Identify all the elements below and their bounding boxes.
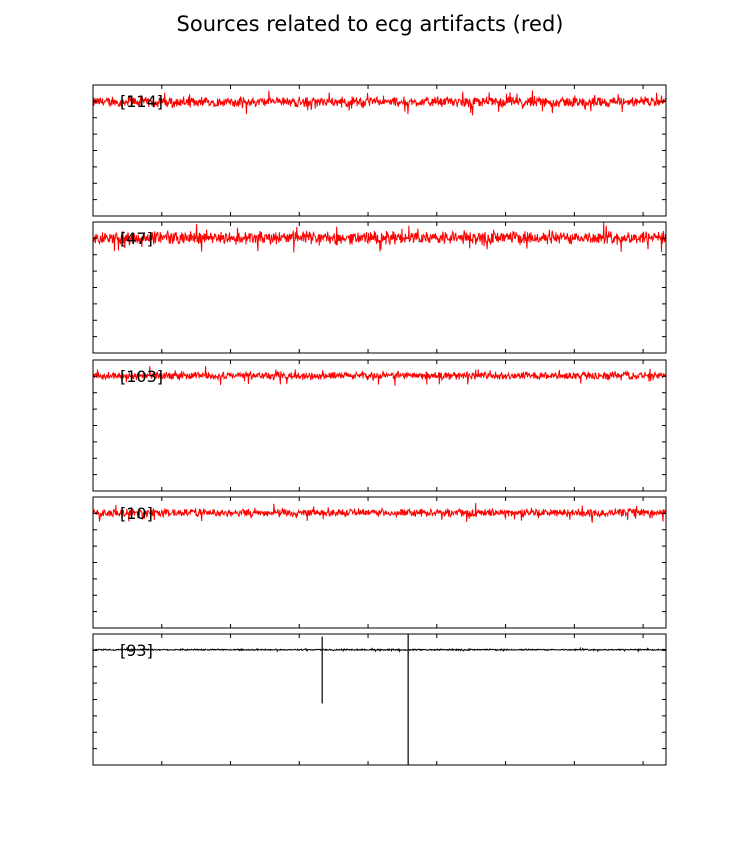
series-line-panel-3: [93, 366, 666, 386]
panel-5: [93]: [93, 634, 666, 765]
series-line-panel-5: [93, 648, 666, 651]
panel-label-1: [114]: [120, 92, 163, 111]
panel-label-5: [93]: [120, 641, 153, 660]
panel-label-4: [10]: [120, 504, 153, 523]
series-line-panel-2: [93, 223, 666, 253]
panel-3: [103]: [93, 360, 666, 491]
panel-label-2: [47]: [120, 229, 153, 248]
panel-label-3: [103]: [120, 367, 163, 386]
axes-frame-panel-5: [93, 634, 666, 765]
panel-4: [10]: [93, 497, 666, 628]
axes-frame-panel-4: [93, 497, 666, 628]
series-line-panel-1: [93, 90, 666, 115]
panel-2: [47]: [93, 222, 666, 353]
series-line-panel-4: [93, 503, 666, 523]
panel-1: [114]: [93, 85, 666, 216]
